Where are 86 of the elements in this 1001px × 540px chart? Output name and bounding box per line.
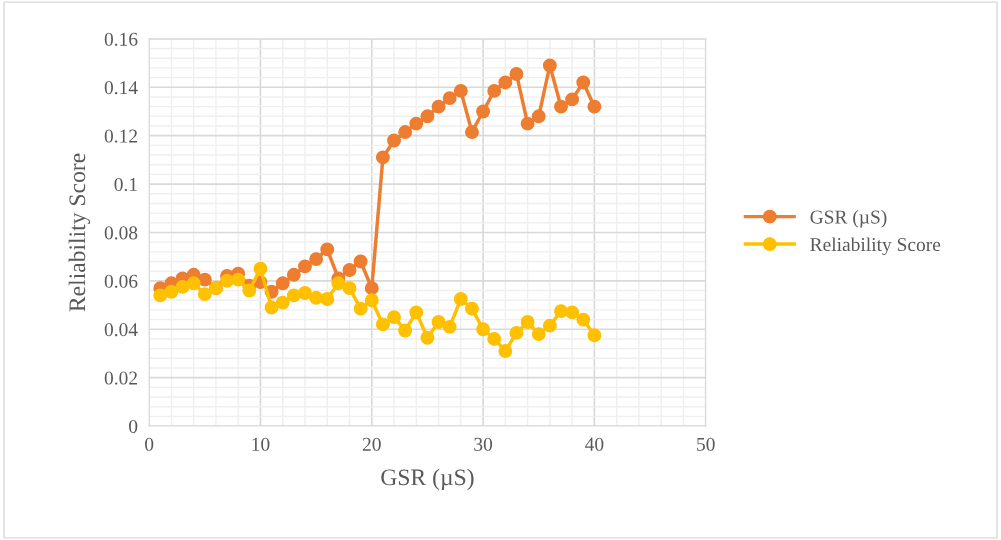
point xyxy=(409,116,424,131)
point xyxy=(342,281,357,296)
x-tick-label: 20 xyxy=(362,437,381,451)
point xyxy=(153,288,168,303)
point xyxy=(587,99,602,114)
point xyxy=(509,67,524,81)
point xyxy=(331,276,346,291)
point xyxy=(231,272,246,287)
x-axis-title: GSR (µS) xyxy=(381,468,474,491)
point xyxy=(587,328,602,343)
y-axis-title: Reliability Score xyxy=(68,153,91,312)
x-tick-label: 50 xyxy=(697,437,715,451)
point xyxy=(375,150,390,165)
point xyxy=(554,304,568,319)
point xyxy=(175,279,190,294)
point xyxy=(442,319,457,334)
point xyxy=(498,75,513,90)
point xyxy=(253,261,268,276)
point xyxy=(453,83,468,98)
point xyxy=(387,310,401,325)
point xyxy=(476,322,491,337)
point xyxy=(498,344,513,358)
point xyxy=(398,125,413,139)
y-tick-label: 0.12 xyxy=(104,129,137,143)
point xyxy=(420,330,435,345)
point xyxy=(387,133,401,148)
point xyxy=(431,315,446,329)
y-tick-label: 0.06 xyxy=(104,274,138,288)
point xyxy=(320,292,335,306)
point xyxy=(275,276,290,291)
point xyxy=(487,83,502,98)
y-tick-label: 0.14 xyxy=(104,81,138,95)
point xyxy=(197,287,212,302)
point xyxy=(565,305,580,320)
point xyxy=(565,92,580,107)
point xyxy=(320,242,335,257)
y-tick-label: 0.16 xyxy=(104,32,138,46)
point xyxy=(465,301,479,316)
point xyxy=(186,276,201,291)
point xyxy=(520,315,535,329)
y-tick-label: 0.04 xyxy=(104,323,138,337)
point xyxy=(286,267,301,282)
point xyxy=(476,104,491,119)
point xyxy=(264,300,279,315)
point xyxy=(431,99,446,114)
point xyxy=(520,116,535,131)
point xyxy=(220,273,235,288)
point xyxy=(197,272,212,287)
point xyxy=(576,75,591,90)
point xyxy=(242,283,257,298)
point xyxy=(531,109,546,124)
point xyxy=(298,259,312,274)
legend-label: Reliability Score xyxy=(810,237,941,256)
point xyxy=(309,252,324,267)
y-tick-label: 0.1 xyxy=(114,177,137,192)
point xyxy=(542,58,557,73)
y-tick-label: 0 xyxy=(129,419,138,433)
point xyxy=(487,331,502,346)
point xyxy=(164,284,179,299)
legend-label: GSR (µS) xyxy=(810,209,887,228)
x-tick-label: 30 xyxy=(474,437,493,451)
y-tick-label: 0.02 xyxy=(104,371,137,385)
point xyxy=(364,293,379,308)
point xyxy=(353,301,368,316)
point xyxy=(542,318,557,333)
point xyxy=(364,281,379,296)
point xyxy=(298,286,312,300)
point xyxy=(375,317,390,332)
point xyxy=(420,109,435,124)
x-tick-label: 10 xyxy=(252,437,270,451)
point xyxy=(554,99,568,114)
x-tick-label: 40 xyxy=(585,437,604,451)
point xyxy=(465,125,479,139)
point xyxy=(275,295,290,310)
point xyxy=(342,263,357,277)
point xyxy=(409,305,424,320)
point xyxy=(398,323,413,338)
point xyxy=(309,290,324,305)
point xyxy=(442,91,457,106)
point xyxy=(531,327,546,342)
point xyxy=(509,325,524,340)
point xyxy=(576,312,591,327)
point xyxy=(453,292,468,306)
point xyxy=(353,254,368,269)
y-tick-label: 0.08 xyxy=(104,226,138,240)
x-tick-label: 0 xyxy=(145,437,154,451)
